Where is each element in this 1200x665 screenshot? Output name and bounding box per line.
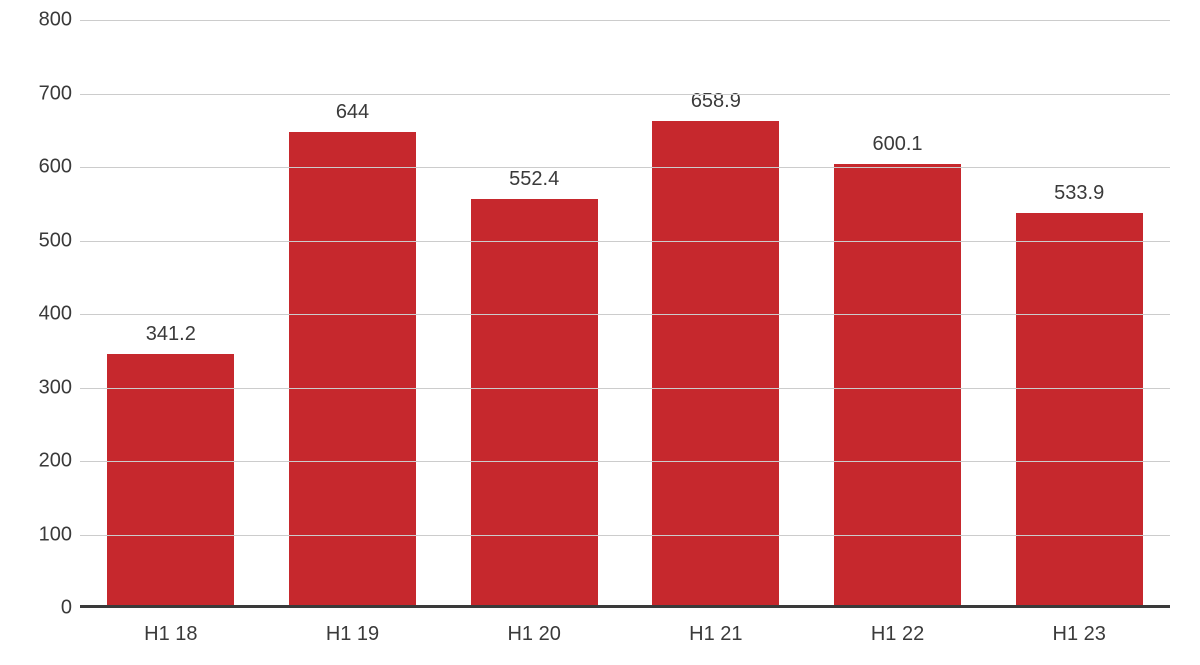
y-tick-label: 200 [39, 450, 72, 473]
bar-value-label: 644 [336, 101, 369, 124]
x-tick-label: H1 20 [443, 611, 625, 646]
bar-slot: 552.4 [443, 20, 625, 605]
bar [471, 199, 598, 605]
bar-value-label: 341.2 [146, 323, 196, 346]
plot-area: 341.2 644 552.4 658.9 600.1 533.9 [80, 20, 1170, 608]
gridline [80, 20, 1170, 21]
bar-slot: 533.9 [988, 20, 1170, 605]
y-tick-label: 100 [39, 523, 72, 546]
x-tick-label: H1 23 [988, 611, 1170, 646]
gridline [80, 167, 1170, 168]
bar-value-label: 600.1 [872, 133, 922, 156]
bar [652, 121, 779, 605]
x-tick-label: H1 18 [80, 611, 262, 646]
y-tick-label: 400 [39, 303, 72, 326]
y-tick-label: 500 [39, 229, 72, 252]
bar-slot: 658.9 [625, 20, 807, 605]
gridline [80, 461, 1170, 462]
bar-chart: 341.2644552.4658.9600.1533.9 H1 18H1 19H… [0, 0, 1200, 665]
gridline [80, 94, 1170, 95]
bar-slot: 600.1 [807, 20, 989, 605]
x-tick-label: H1 21 [625, 611, 807, 646]
bars-container: 341.2 644 552.4 658.9 600.1 533.9 [80, 20, 1170, 605]
y-tick-label: 700 [39, 82, 72, 105]
bar [834, 164, 961, 605]
bar-slot: 644 [262, 20, 444, 605]
bar [107, 354, 234, 605]
y-tick-label: 300 [39, 376, 72, 399]
bar [1016, 213, 1143, 605]
y-tick-label: 600 [39, 156, 72, 179]
y-tick-label: 0 [61, 597, 72, 620]
bar-value-label: 533.9 [1054, 182, 1104, 205]
gridline [80, 388, 1170, 389]
gridline [80, 241, 1170, 242]
x-axis: H1 18H1 19H1 20H1 21H1 22H1 23 [80, 611, 1170, 646]
bar-slot: 341.2 [80, 20, 262, 605]
bar-value-label: 552.4 [509, 168, 559, 191]
x-tick-label: H1 22 [807, 611, 989, 646]
y-tick-label: 800 [39, 9, 72, 32]
gridline [80, 314, 1170, 315]
x-tick-label: H1 19 [262, 611, 444, 646]
gridline [80, 535, 1170, 536]
